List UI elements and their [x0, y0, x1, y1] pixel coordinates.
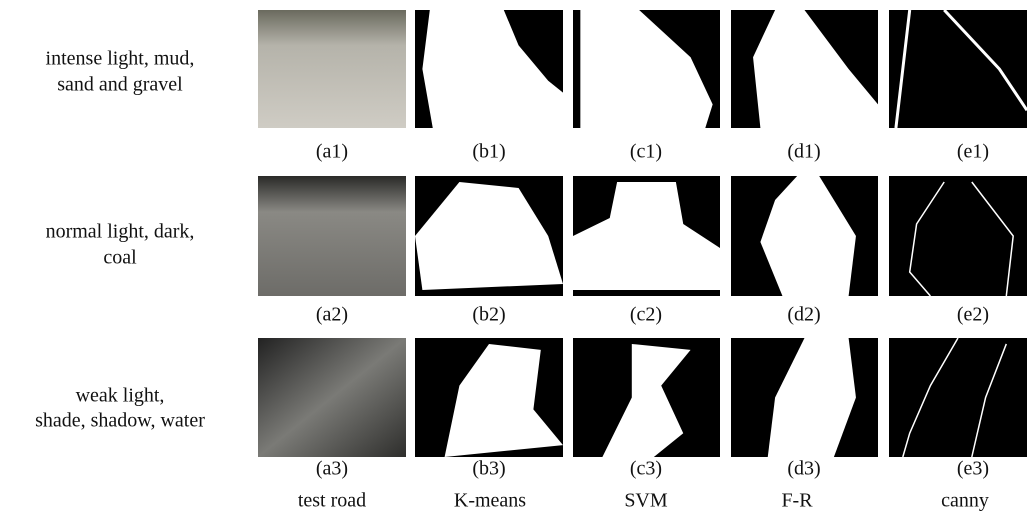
column-label: canny: [941, 490, 989, 512]
panel-caption: (c3): [630, 458, 662, 480]
panel-caption: (c2): [630, 304, 662, 326]
column-label: SVM: [624, 490, 668, 512]
mask-bg: [889, 10, 1027, 128]
panel-caption: (e3): [957, 458, 989, 480]
panel-image: [258, 338, 406, 457]
panel-caption: (d2): [787, 304, 820, 326]
panel-image: [258, 176, 406, 296]
mask-bg: [889, 338, 1027, 457]
row-label: sand and gravel: [57, 74, 183, 96]
row-label: shade, shadow, water: [35, 410, 205, 432]
panel-image: [415, 338, 563, 457]
panel-image: [731, 10, 878, 128]
row-label: coal: [103, 247, 137, 269]
panel-caption: (b2): [472, 304, 505, 326]
panel-image: [415, 10, 563, 128]
panel-image: [731, 176, 878, 296]
panel-image: [258, 10, 406, 128]
row-label: weak light,: [76, 385, 165, 407]
column-label: test road: [298, 490, 366, 512]
panel-caption: (a2): [316, 304, 348, 326]
road-photo: [258, 10, 406, 128]
panel-image: [415, 176, 563, 296]
figure: intense light, mud, sand and gravel (a1) (b…: [0, 0, 1027, 514]
road-photo: [258, 338, 406, 457]
panel-caption: (b1): [472, 141, 505, 163]
panel-caption: (d1): [787, 141, 820, 163]
panel-caption: (c1): [630, 141, 662, 163]
panel-caption: (a1): [316, 141, 348, 163]
road-photo: [258, 176, 406, 296]
row-label: normal light, dark,: [46, 221, 195, 243]
mask-bg: [889, 176, 1027, 296]
panel-image: [731, 338, 878, 457]
panel-caption: (a3): [316, 458, 348, 480]
panel-image: [573, 338, 720, 457]
panel-caption: (b3): [472, 458, 505, 480]
column-label: F-R: [781, 490, 813, 512]
panel-image: [573, 10, 720, 128]
row-label: intense light, mud,: [46, 48, 195, 70]
panel-caption: (d3): [787, 458, 820, 480]
panel-caption: (e2): [957, 304, 989, 326]
panel-image: [573, 176, 720, 296]
column-label: K-means: [454, 490, 526, 512]
panel-image: [889, 10, 1027, 128]
panel-caption: (e1): [957, 141, 989, 163]
panel-image: [889, 176, 1027, 296]
panel-image: [889, 338, 1027, 457]
